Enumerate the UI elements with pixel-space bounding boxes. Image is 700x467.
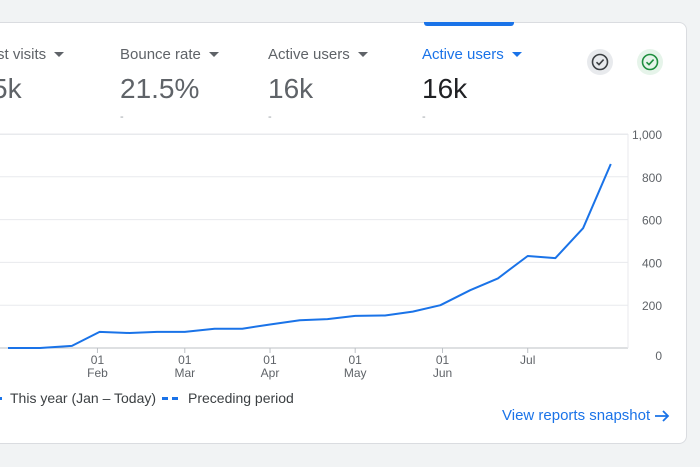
y-tick-label: 1,000 xyxy=(632,128,662,142)
dashed-line-swatch-icon xyxy=(162,396,178,400)
y-tick-label: 600 xyxy=(642,214,662,228)
x-tick-label: May xyxy=(344,366,367,380)
metric-value: 5k xyxy=(0,73,22,104)
y-tick-label: 0 xyxy=(655,349,662,363)
x-tick-label: Feb xyxy=(87,366,108,380)
metric-value: 21.5% xyxy=(120,73,200,104)
status-check-button[interactable] xyxy=(637,49,663,75)
x-tick-label: 01 xyxy=(263,353,277,367)
dropdown-caret-icon xyxy=(357,52,368,57)
y-tick-label: 200 xyxy=(642,299,662,313)
dropdown-caret-icon xyxy=(54,52,65,57)
x-tick-label: Mar xyxy=(174,366,195,380)
metric-active-users-selected[interactable]: Active users 16k - xyxy=(422,46,522,123)
view-reports-snapshot-link[interactable]: View reports snapshot xyxy=(502,407,670,424)
legend-preceding-period: Preceding period xyxy=(162,390,294,406)
x-tick-label: 01 xyxy=(178,353,192,367)
metric-change: - xyxy=(268,111,272,123)
x-tick-label: 01 xyxy=(91,353,105,367)
legend-this-year: This year (Jan – Today) xyxy=(0,390,156,406)
metric-first-visits[interactable]: rst visits 5k xyxy=(0,46,65,111)
metric-change: - xyxy=(422,111,426,123)
arrow-right-icon xyxy=(655,409,670,422)
metric-value: 16k xyxy=(268,73,314,104)
metric-bounce-rate[interactable]: Bounce rate 21.5% - xyxy=(120,46,219,123)
check-circle-green-icon xyxy=(641,53,659,71)
metric-change: - xyxy=(120,111,124,123)
y-tick-label: 800 xyxy=(642,171,662,185)
active-tab-indicator xyxy=(424,22,514,26)
dropdown-caret-icon xyxy=(511,52,522,57)
check-circle-outline-icon xyxy=(591,53,609,71)
x-tick-label: Jun xyxy=(433,366,452,380)
dropdown-caret-icon xyxy=(208,52,219,57)
x-tick-label: Jul xyxy=(520,353,535,367)
reports-card xyxy=(0,22,687,444)
metric-active-users[interactable]: Active users 16k - xyxy=(268,46,368,123)
metric-label: rst visits xyxy=(0,46,65,63)
metric-label: Bounce rate xyxy=(120,46,219,63)
x-tick-label: 01 xyxy=(349,353,363,367)
y-tick-label: 400 xyxy=(642,256,662,270)
x-tick-label: Apr xyxy=(261,366,280,380)
x-tick-label: 01 xyxy=(436,353,450,367)
compare-check-button[interactable] xyxy=(587,49,613,75)
series-line-this-year xyxy=(8,163,612,349)
metric-value: 16k xyxy=(422,73,468,104)
metric-label: Active users xyxy=(422,46,522,63)
metric-label: Active users xyxy=(268,46,368,63)
solid-line-swatch-icon xyxy=(0,396,2,400)
